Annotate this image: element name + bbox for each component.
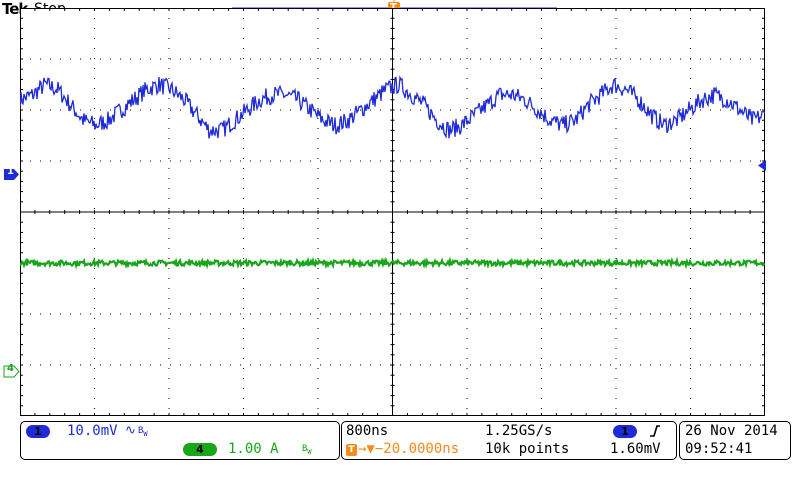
record-length[interactable]: 10k points [485,441,570,457]
rising-edge-icon [650,425,660,437]
channel-settings-panel[interactable]: 1 10.0mV ∿ BW 4 1.00 A BW [20,421,340,460]
time-per-division[interactable]: 800ns [346,423,389,439]
time-display: 09:52:41 [685,441,753,457]
trigger-level[interactable]: 1.60mV [610,441,661,457]
trigger-position[interactable]: →▼−20.0000ns [358,441,460,457]
ch4-scale[interactable]: 1.00 A [228,441,279,457]
ch4-marker-label: 4 [7,363,14,374]
ch1-scale[interactable]: 10.0mV [67,423,118,439]
ch4-bandwidth-limit-icon: BW [302,444,312,456]
trigger-level-marker[interactable] [757,160,767,172]
ch4-ground-marker[interactable]: 4 [3,363,20,382]
ch4-badge[interactable]: 4 [183,443,217,456]
ch1-ground-marker[interactable]: 1 [3,166,20,185]
ch1-marker-label: 1 [7,166,14,177]
ch1-badge[interactable]: 1 [26,425,50,438]
datetime-panel: 26 Nov 2014 09:52:41 [679,421,791,460]
ch1-bandwidth-limit-icon: BW [138,426,148,438]
oscilloscope-graticule [20,8,765,416]
ch1-coupling-icon: ∿ [125,423,136,438]
date-display: 26 Nov 2014 [685,423,778,439]
graticule-grid [20,8,765,416]
ch4-waveform [20,256,765,270]
sample-rate: 1.25GS/s [485,423,553,439]
ch1-waveform [20,75,765,139]
trigger-position-badge-icon: T [346,444,357,456]
trigger-source-badge[interactable]: 1 [613,425,637,438]
trigger-position-badge-label: T [348,445,355,455]
timebase-trigger-panel[interactable]: 800ns 1.25GS/s 1 T →▼−20.0000ns 10k poin… [341,421,677,460]
